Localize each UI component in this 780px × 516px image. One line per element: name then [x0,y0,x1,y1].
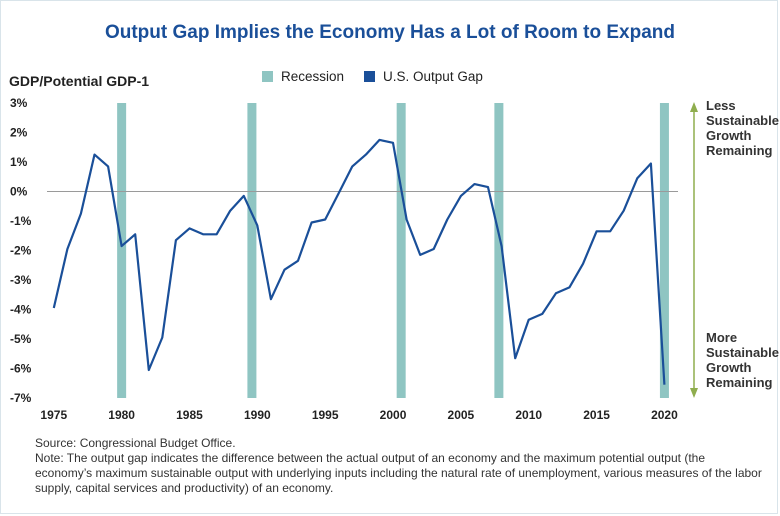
y-axis-label: GDP/Potential GDP-1 [9,73,150,89]
recession-bar [247,103,257,398]
legend-label-output-gap: U.S. Output Gap [383,69,483,84]
note-text: Note: The output gap indicates the diffe… [35,451,762,495]
recession-bar [396,103,406,398]
legend-item-recession: Recession [262,69,344,84]
chart-notes: Source: Congressional Budget Office. Not… [35,436,765,496]
legend-item-output-gap: U.S. Output Gap [364,69,483,84]
chart-title: Output Gap Implies the Economy Has a Lot… [104,22,676,43]
x-tick-label: 1980 [108,408,135,422]
annotation-more-growth: More Sustainable Growth Remaining [706,330,779,390]
y-tick-label: 0% [10,185,28,199]
x-tick-label: 2010 [515,408,542,422]
y-tick-label: -6% [10,362,32,376]
y-tick-label: -4% [10,303,32,317]
x-tick-label: 1990 [244,408,271,422]
legend-label-recession: Recession [281,69,345,84]
legend: Recession U.S. Output Gap [262,69,503,84]
annotation-less-growth: Less Sustainable Growth Remaining [706,98,779,158]
recession-bar [494,103,504,398]
output-gap-line [52,138,666,385]
y-tick-label: -2% [10,244,32,258]
x-tick-label: 2020 [651,408,678,422]
x-tick-label: 1995 [312,408,339,422]
x-tick-label: 1975 [40,408,67,422]
x-tick-label: 2005 [448,408,475,422]
recession-bar [117,103,127,398]
y-tick-label: 3% [10,96,28,110]
x-tick-label: 2000 [380,408,407,422]
recession-bar [659,103,669,398]
y-tick-label: -5% [10,332,32,346]
y-tick-label: 1% [10,155,28,169]
y-tick-label: 2% [10,126,28,140]
y-tick-label: -7% [10,391,32,405]
y-tick-label: -3% [10,273,32,287]
recession-swatch [262,71,273,82]
arrow-head-up [690,102,698,112]
source-text: Source: Congressional Budget Office. [35,436,236,450]
x-tick-label: 2015 [583,408,610,422]
x-tick-label: 1985 [176,408,203,422]
output-gap-swatch [364,71,376,82]
arrow-head-down [690,388,698,398]
y-tick-label: -1% [10,214,32,228]
